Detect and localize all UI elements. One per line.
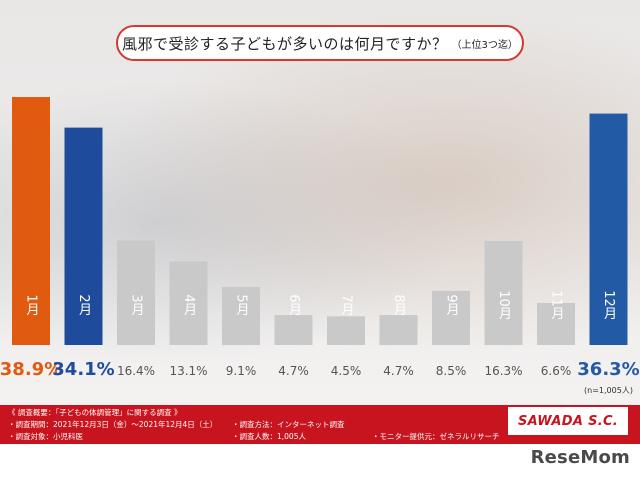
logo-text: SAWADA S.C. [517,413,619,429]
footer-heading: 《 調査概要：「子どもの体調管理」に関する調査 》 [8,408,182,417]
value-label: 13.1% [169,364,207,378]
category-label: 5月 [234,294,250,317]
category-label: 7月 [339,294,355,317]
category-label: 12月 [601,290,617,321]
bar-1月 [12,97,50,345]
value-label: 4.7% [383,364,414,378]
chart-title-note: （上位3つ迄） [451,39,518,51]
sawada-logo: SAWADA S.C. [508,407,628,435]
value-label: 16.3% [484,364,522,378]
footer-target: ・調査対象：小児科医 [8,432,83,441]
value-label: 9.1% [226,364,257,378]
bar-6月 [274,315,313,345]
category-label: 2月 [76,294,92,317]
value-label: 16.4% [117,364,155,378]
value-label: 4.7% [278,364,309,378]
bar-9月 [432,290,470,345]
value-label: 6.6% [541,364,572,378]
bar-8月 [379,315,418,345]
bar-4月 [169,261,208,345]
chart-title: 風邪で受診する子どもが多いのは何月ですか？ [122,34,448,53]
background-photo [0,0,640,405]
category-label: 9月 [444,294,460,317]
category-label: 11月 [549,290,565,321]
footer-provider: ・モニター提供元：ゼネラルリサーチ [372,432,500,441]
bar-11月 [537,302,575,345]
bar-12月 [589,113,628,346]
resemom-brand: ReseMom [530,447,630,468]
footer-count: ・調査人数：1,005人 [232,432,306,441]
bar-7月 [327,316,365,345]
value-label: 4.5% [331,364,362,378]
bar-chart: 1月 38.9% 2月 34.1% 3月 16.4% 4月 13.1% 5月 9.1% 6月 4.7%… [0,97,640,395]
category-label: 3月 [129,294,145,317]
footer-period: ・調査期間：2021年12月3日（金）～2021年12月4日（土） [8,420,218,429]
value-label: 38.9% [0,359,62,380]
value-label: 36.3% [577,359,639,380]
bar-10月 [484,241,523,345]
sample-size-note: (n=1,005人) [584,386,633,395]
value-label: 8.5% [436,364,467,378]
bar-2月 [64,127,103,345]
bar-3月 [117,240,155,345]
value-label: 34.1% [52,359,114,380]
bar-5月 [222,286,260,345]
chart-title-box: 風邪で受診する子どもが多いのは何月ですか？ （上位3つ迄） [116,25,524,61]
category-label: 8月 [391,294,407,317]
category-label: 10月 [496,290,512,321]
category-label: 6月 [286,294,302,317]
category-label: 4月 [181,294,197,317]
footer-method: ・調査方法：インターネット調査 [232,420,345,429]
category-label: 1月 [24,294,40,317]
